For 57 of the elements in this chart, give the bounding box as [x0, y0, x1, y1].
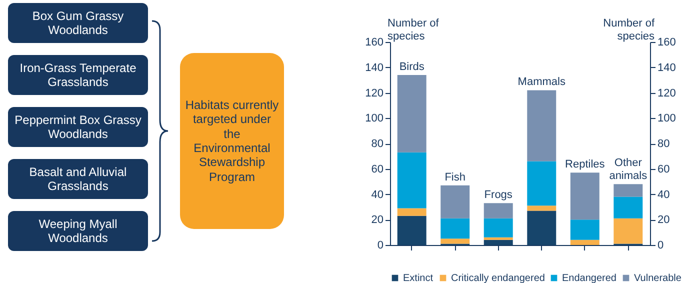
- y2-tick-label: 0: [658, 240, 664, 252]
- bar: [614, 196, 643, 218]
- legend-label: Vulnerable: [634, 273, 682, 283]
- text: Weeping Myall Woodlands: [8, 211, 148, 251]
- y-tick-label: 80: [371, 138, 384, 150]
- bar: [484, 218, 513, 238]
- legend-label: Endangered: [562, 273, 616, 283]
- x-tick-label: Mammals: [518, 76, 566, 88]
- bar: [440, 185, 470, 218]
- x-tick-label: Frogs: [484, 189, 513, 202]
- y-tick-label: 40: [371, 188, 384, 201]
- x-tick-label: Reptiles: [565, 158, 606, 171]
- bar: [570, 220, 600, 240]
- bar: [484, 237, 513, 240]
- y-tick-label: 20: [371, 214, 384, 226]
- bar: [440, 238, 470, 244]
- y2-tick-label: 60: [658, 163, 670, 176]
- text: Habitats currently targeted under the Environmental Stewardship Program: [180, 53, 284, 229]
- bar: [527, 206, 556, 211]
- y-tick-label: 140: [365, 62, 384, 74]
- bar: [397, 208, 426, 216]
- text: Basalt and Alluvial Grasslands: [8, 159, 148, 199]
- x-tick-label: Fish: [444, 171, 466, 184]
- y-tick-label: 0: [377, 240, 384, 252]
- text: Iron-Grass Temperate Grasslands: [8, 55, 148, 95]
- y2-tick-label: 120: [658, 87, 676, 100]
- bar: [570, 172, 600, 220]
- bar: [614, 184, 643, 197]
- legend-label: Critically endangered: [451, 273, 545, 283]
- y2-tick-label: 40: [658, 188, 670, 201]
- y2-tick-label: 160: [658, 36, 676, 48]
- y-tick-label: 120: [365, 87, 384, 100]
- y-tick-label: 60: [371, 163, 384, 176]
- x-tick-label: Other animals: [609, 157, 648, 182]
- text: Peppermint Box Grassy Woodlands: [8, 107, 148, 147]
- y2-axis-title: Number of species: [603, 18, 656, 42]
- y2-tick-label: 100: [658, 112, 676, 125]
- y-tick-label: 160: [365, 36, 384, 48]
- bar: [527, 90, 556, 162]
- y-tick-label: 100: [365, 112, 384, 125]
- x-tick-label: Birds: [399, 60, 425, 73]
- y-axis-title: Number of species: [388, 18, 440, 42]
- bar: [397, 216, 426, 245]
- bar: [397, 74, 426, 152]
- y2-tick-label: 80: [658, 138, 670, 150]
- bar: [440, 218, 470, 239]
- bar: [484, 203, 513, 218]
- y2-tick-label: 140: [658, 62, 676, 74]
- bar: [397, 152, 426, 208]
- bar: [527, 161, 556, 206]
- legend-label: Extinct: [403, 273, 434, 283]
- bar: [570, 240, 600, 245]
- bar: [484, 240, 513, 245]
- y2-tick-label: 20: [658, 214, 670, 226]
- bar: [527, 210, 556, 245]
- text: Box Gum Grassy Woodlands: [8, 3, 148, 43]
- bar: [614, 218, 643, 244]
